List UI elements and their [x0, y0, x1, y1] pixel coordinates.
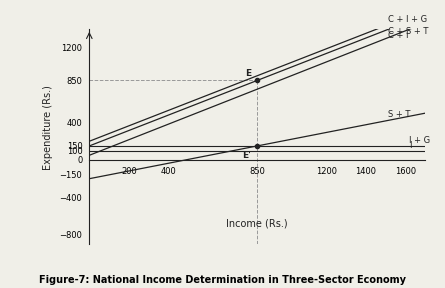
Text: Income (Rs.): Income (Rs.) — [227, 219, 288, 229]
Text: E: E — [245, 69, 251, 78]
Text: C + I: C + I — [388, 31, 408, 40]
Text: I: I — [409, 141, 412, 150]
Text: S + T: S + T — [388, 110, 410, 119]
Text: Expenditure (Rs.): Expenditure (Rs.) — [43, 85, 53, 170]
Text: C + S + T: C + S + T — [388, 26, 428, 35]
Text: I + G: I + G — [409, 137, 430, 145]
Text: Figure-7: National Income Determination in Three-Sector Economy: Figure-7: National Income Determination … — [39, 275, 406, 285]
Text: E': E' — [243, 151, 251, 160]
Text: C + I + G: C + I + G — [388, 15, 427, 24]
